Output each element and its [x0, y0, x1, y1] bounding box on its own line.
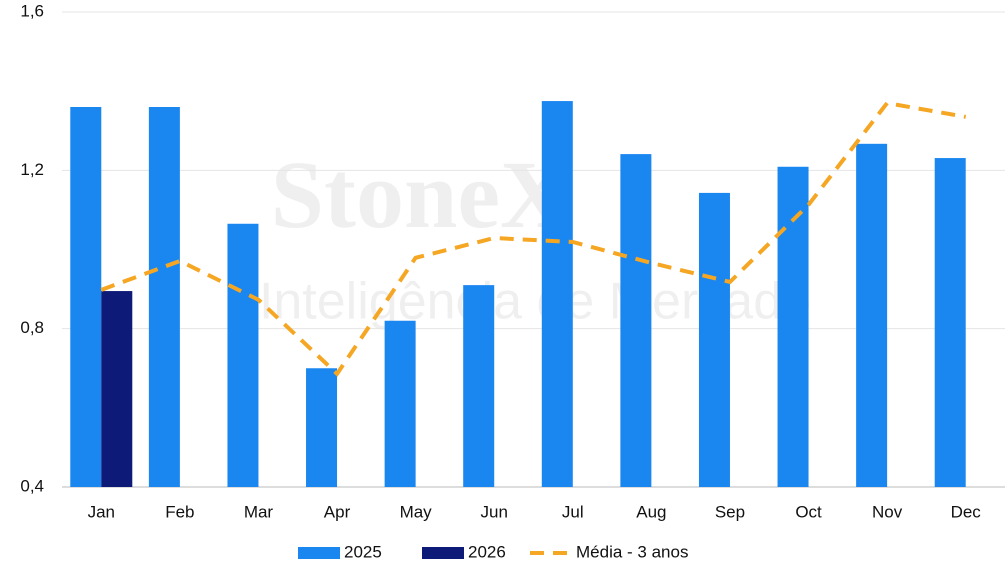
- bar: [777, 166, 809, 488]
- y-tick-label: 0,8: [20, 318, 44, 337]
- x-tick-label: Mar: [244, 502, 274, 521]
- x-tick-label: Oct: [795, 502, 822, 521]
- legend-label: Média - 3 anos: [576, 542, 688, 561]
- y-tick-label: 1,2: [20, 160, 44, 179]
- bar: [463, 285, 495, 487]
- x-tick-label: Jun: [480, 502, 507, 521]
- x-tick-label: Apr: [324, 502, 351, 521]
- bar: [384, 320, 416, 487]
- x-tick-label: Jul: [562, 502, 584, 521]
- y-tick-label: 1,6: [20, 1, 44, 20]
- watermark: StoneX: [271, 141, 570, 248]
- legend-swatch: [422, 547, 464, 559]
- bar: [698, 192, 730, 488]
- line: [100, 100, 967, 377]
- bar: [306, 368, 338, 487]
- bar: [541, 101, 573, 487]
- bar: [934, 158, 966, 487]
- x-tick-label: Dec: [951, 502, 982, 521]
- legend-label: 2025: [344, 542, 382, 561]
- x-tick-label: Nov: [872, 502, 903, 521]
- bar: [148, 107, 180, 487]
- bar: [101, 291, 133, 487]
- legend-swatch: [298, 547, 340, 559]
- bar: [70, 107, 102, 487]
- legend-label: 2026: [468, 542, 506, 561]
- x-tick-label: Sep: [715, 502, 745, 521]
- bar: [620, 154, 652, 487]
- x-tick-label: Aug: [636, 502, 666, 521]
- x-tick-label: Feb: [165, 502, 194, 521]
- bar: [227, 223, 259, 488]
- y-tick-label: 0,4: [20, 476, 44, 495]
- x-tick-label: May: [400, 502, 433, 521]
- x-tick-label: Jan: [88, 502, 115, 521]
- bar: [856, 143, 888, 487]
